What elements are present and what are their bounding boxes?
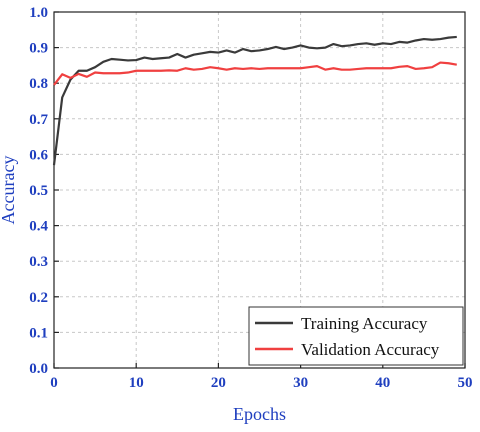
x-tick-label: 10	[129, 375, 144, 391]
x-axis-title: Epochs	[233, 404, 286, 424]
y-tick-label: 0.1	[29, 325, 48, 341]
training-accuracy-line	[52, 35, 457, 166]
x-tick-label: 20	[211, 375, 226, 391]
tick-labels: 0 10 20 30 40 50 0.0 0.1 0.2 0.3 0.4 0.5 0.6 0.7 0.8 0.…	[29, 5, 472, 391]
y-tick-label: 0.2	[29, 290, 48, 306]
y-tick-label: 1.0	[29, 5, 48, 21]
x-tick-label: 30	[293, 375, 308, 391]
y-tick-label: 0.9	[29, 41, 48, 57]
legend-box	[248, 306, 464, 366]
y-tick-label: 0.4	[29, 219, 48, 235]
x-tick-label: 0	[50, 375, 58, 391]
legend-label-training: Training Accuracy	[301, 314, 428, 333]
y-tick-label: 0.7	[29, 112, 48, 128]
validation-accuracy-line	[53, 61, 457, 86]
series-lines	[52, 35, 457, 166]
x-tick-label: 50	[458, 375, 473, 391]
y-tick-label: 0.6	[29, 147, 48, 163]
y-axis-title: Accuracy	[0, 156, 18, 225]
legend-label-validation: Validation Accuracy	[301, 340, 440, 359]
x-tick-label: 40	[375, 375, 390, 391]
legend: Training Accuracy Validation Accuracy	[248, 306, 464, 366]
y-tick-label: 0.3	[29, 254, 48, 270]
y-tick-label: 0.0	[29, 361, 48, 377]
y-tick-label: 0.5	[29, 183, 48, 199]
y-tick-label: 0.8	[29, 76, 48, 92]
axes	[53, 11, 466, 369]
